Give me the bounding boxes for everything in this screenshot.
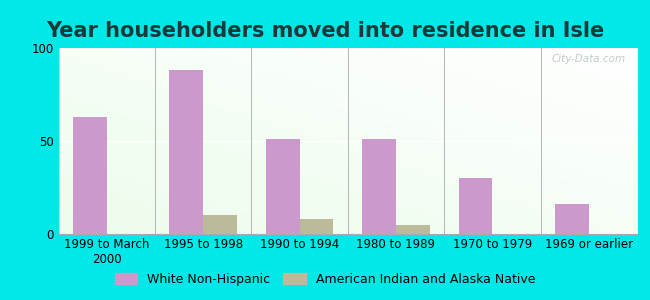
Bar [459,178,493,234]
Bar [300,219,333,234]
Bar [362,139,396,234]
Bar [203,215,237,234]
Bar [396,225,430,234]
Text: Year householders moved into residence in Isle: Year householders moved into residence i… [46,21,604,41]
Bar [73,117,107,234]
Bar [170,70,203,234]
Bar [266,139,300,234]
Legend: White Non-Hispanic, American Indian and Alaska Native: White Non-Hispanic, American Indian and … [110,268,540,291]
Bar [555,204,589,234]
Text: City-Data.com: City-Data.com [551,54,625,64]
